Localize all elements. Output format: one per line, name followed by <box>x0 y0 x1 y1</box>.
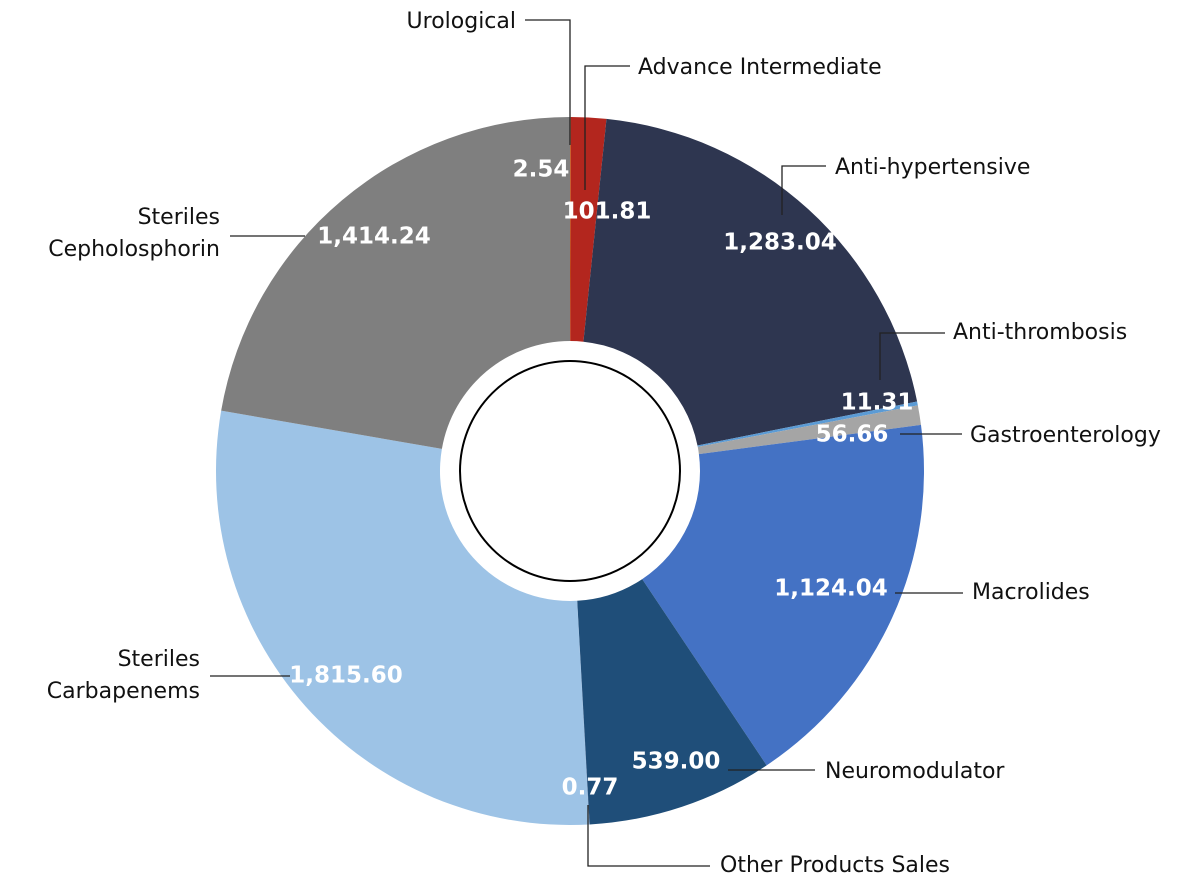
donut-slice <box>583 118 918 446</box>
value-label: 2.54 <box>513 157 570 183</box>
category-label: Steriles Cepholosphorin <box>48 205 220 262</box>
leader-line <box>584 65 630 190</box>
category-label: Advance Intermediate <box>638 55 882 80</box>
leader-line <box>525 19 571 145</box>
value-label: 1,815.60 <box>289 663 403 689</box>
leader-line <box>587 805 710 867</box>
category-label: Macrolides <box>972 580 1090 605</box>
value-label: 1,124.04 <box>774 576 888 602</box>
leader-line <box>781 165 826 215</box>
category-label: Gastroenterology <box>970 423 1161 448</box>
category-label: Steriles Carbapenems <box>46 647 200 704</box>
category-label: Anti-hypertensive <box>835 155 1031 180</box>
leader-line <box>879 332 945 380</box>
category-label: Neuromodulator <box>825 759 1005 784</box>
value-label: 539.00 <box>632 749 721 775</box>
category-label: Other Products Sales <box>720 853 951 878</box>
donut-slice <box>570 117 571 342</box>
donut-slice <box>221 117 570 449</box>
value-label: 1,414.24 <box>317 224 431 250</box>
donut-slice <box>215 410 590 826</box>
value-label: 11.31 <box>841 390 914 416</box>
value-label: 101.81 <box>563 199 652 225</box>
donut-slice <box>570 117 607 342</box>
donut-slice <box>697 405 921 455</box>
value-label: 56.66 <box>816 422 889 448</box>
category-label: Anti-thrombosis <box>953 320 1128 345</box>
donut-slice <box>577 600 590 825</box>
value-label: 1,283.04 <box>723 230 837 256</box>
donut-slice <box>577 579 767 825</box>
donut-slice <box>642 424 924 766</box>
value-label: 0.77 <box>562 775 619 801</box>
category-label: Urological <box>406 9 516 34</box>
donut-hole <box>459 360 681 582</box>
donut-slice <box>697 401 918 447</box>
